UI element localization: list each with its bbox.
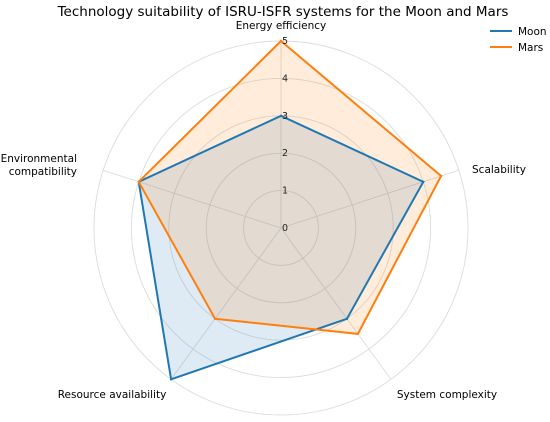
- spoke-line-3: [170, 227, 282, 380]
- axis-label-1: Scalability: [472, 164, 526, 176]
- axis-label-0: Energy efficiency: [236, 20, 327, 32]
- data-point-mars-4: [137, 180, 140, 183]
- spoke-line-4: [103, 169, 282, 229]
- axis-label-4: Environmental compatibility: [1, 153, 77, 178]
- data-point-mars-3: [213, 317, 217, 320]
- data-point-moon-3: [169, 378, 173, 381]
- data-point-moon-2: [345, 317, 349, 320]
- series-line-mars: [137, 39, 443, 335]
- axis-label-2: System complexity: [397, 389, 497, 401]
- series-area-moon: [138, 115, 424, 380]
- spoke-line-2: [280, 227, 392, 380]
- tick-label-3: 3: [282, 111, 288, 122]
- data-point-moon-0: [279, 114, 283, 118]
- tick-label-4: 4: [282, 73, 288, 84]
- spoke-line-1: [280, 169, 459, 229]
- tick-label-5: 5: [282, 36, 288, 47]
- data-point-mars-0: [279, 39, 283, 43]
- chart-title: Technology suitability of ISRU-ISFR syst…: [57, 4, 509, 20]
- axis-label-3: Resource availability: [58, 389, 167, 401]
- tick-label-1: 1: [282, 186, 288, 197]
- tick-label-2: 2: [282, 148, 288, 159]
- legend-label-mars: Mars: [518, 42, 543, 54]
- data-point-mars-2: [356, 332, 360, 336]
- tick-label-0: 0: [282, 223, 288, 234]
- legend-label-moon: Moon: [518, 26, 547, 38]
- series-line-moon: [137, 114, 425, 381]
- series-area-mars: [138, 41, 442, 334]
- data-point-moon-1: [422, 180, 425, 183]
- data-point-mars-1: [439, 174, 443, 178]
